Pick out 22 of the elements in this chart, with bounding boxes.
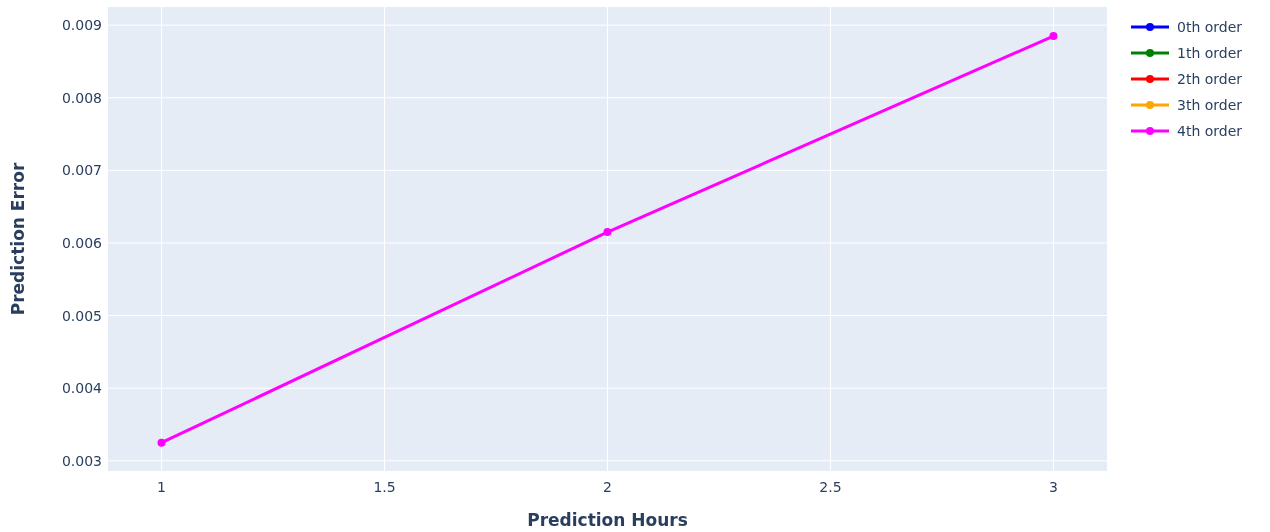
y-tick-label: 0.006	[61, 234, 103, 251]
y-tick-label: 0.005	[61, 307, 102, 324]
legend-label: 0th order	[1177, 18, 1243, 35]
x-tick-label: 2.5	[819, 479, 842, 495]
x-tick-label: 1	[157, 479, 166, 495]
y-tick-label: 0.004	[61, 380, 103, 397]
legend-label: 3th order	[1177, 96, 1243, 113]
x-tick-label: 3	[1049, 479, 1058, 495]
legend-label: 2th order	[1177, 70, 1243, 87]
x-axis-title: Prediction Hours	[527, 510, 688, 530]
point	[603, 228, 612, 237]
x-tick-label: 2	[603, 479, 612, 495]
y-tick-label: 0.008	[61, 89, 102, 106]
y-tick-label: 0.009	[61, 17, 102, 34]
point	[1049, 32, 1058, 41]
y-tick-label: 0.003	[61, 452, 102, 469]
y-axis-title: Prediction Error	[8, 162, 28, 316]
legend-label: 1th order	[1177, 44, 1243, 61]
point	[157, 438, 166, 447]
x-tick-label: 1.5	[373, 479, 396, 495]
y-tick-label: 0.007	[61, 162, 102, 179]
legend-label: 4th order	[1177, 122, 1243, 139]
